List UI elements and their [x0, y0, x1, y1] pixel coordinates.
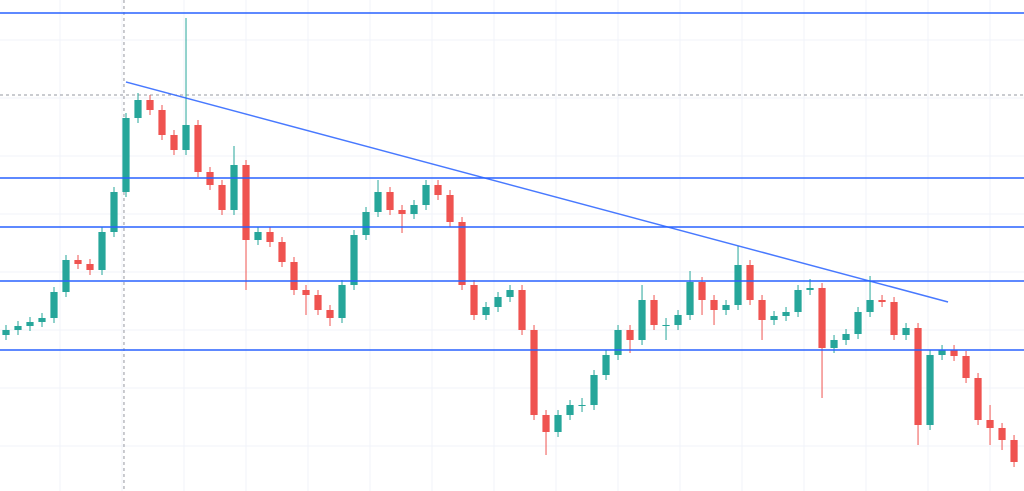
- candle-body: [74, 260, 82, 264]
- candle-body: [854, 312, 862, 334]
- candle-body: [290, 262, 298, 290]
- candle-body: [110, 192, 118, 232]
- candle-body: [218, 185, 226, 210]
- candle-body: [566, 405, 574, 415]
- candle-body: [758, 300, 766, 320]
- candle-body: [62, 260, 70, 292]
- candle-body: [98, 232, 106, 270]
- candle-body: [806, 288, 814, 290]
- candle-body: [614, 330, 622, 355]
- candle-body: [686, 282, 694, 315]
- candle-body: [914, 328, 922, 425]
- candle-body: [578, 405, 586, 406]
- candle-body: [734, 265, 742, 305]
- candle-body: [722, 305, 730, 310]
- candle-body: [830, 340, 838, 348]
- candle-body: [2, 330, 10, 335]
- candle-body: [1010, 440, 1018, 462]
- candle-body: [374, 192, 382, 212]
- candle-body: [938, 350, 946, 355]
- candle-body: [278, 242, 286, 262]
- candle-body: [698, 282, 706, 300]
- candle-body: [818, 288, 826, 348]
- candle-body: [386, 192, 394, 210]
- candle-body: [782, 312, 790, 316]
- candle-body: [470, 285, 478, 315]
- candle-body: [182, 125, 190, 150]
- candle-body: [410, 205, 418, 214]
- candle-body: [902, 328, 910, 335]
- candle-body: [518, 290, 526, 330]
- candle-body: [146, 100, 154, 110]
- candle-body: [458, 222, 466, 285]
- candle-body: [38, 318, 46, 322]
- candle-body: [974, 378, 982, 420]
- candle-body: [842, 334, 850, 340]
- candle-body: [602, 355, 610, 375]
- candle-body: [326, 310, 334, 318]
- candle-body: [866, 300, 874, 312]
- candle-body: [398, 210, 406, 214]
- candle-body: [254, 232, 262, 240]
- candle-body: [494, 297, 502, 307]
- candle-body: [230, 165, 238, 210]
- candle-body: [794, 290, 802, 312]
- candle-body: [266, 232, 274, 242]
- candle-body: [506, 290, 514, 297]
- candle-body: [302, 290, 310, 295]
- candle-body: [338, 285, 346, 318]
- candle-body: [446, 195, 454, 222]
- candle-body: [422, 185, 430, 205]
- candle-body: [158, 110, 166, 135]
- candle-body: [350, 235, 358, 285]
- candle-body: [662, 325, 670, 326]
- candle-body: [926, 355, 934, 425]
- candle-body: [998, 428, 1006, 440]
- candle-body: [746, 265, 754, 300]
- candle-body: [482, 307, 490, 315]
- candle-body: [50, 292, 58, 318]
- candle-body: [962, 356, 970, 378]
- candle-body: [134, 100, 142, 118]
- candle-body: [674, 315, 682, 325]
- candle-body: [362, 212, 370, 235]
- candle-body: [590, 375, 598, 405]
- candle-body: [890, 302, 898, 335]
- candle-body: [770, 316, 778, 320]
- candle-body: [530, 330, 538, 415]
- candle-body: [950, 350, 958, 356]
- candle-body: [710, 300, 718, 310]
- candle-body: [14, 326, 22, 330]
- candle-body: [986, 420, 994, 428]
- candle-body: [26, 322, 34, 326]
- candle-body: [434, 185, 442, 195]
- candle-body: [170, 135, 178, 150]
- candle-body: [194, 125, 202, 172]
- candle-body: [314, 295, 322, 310]
- candle-body: [638, 300, 646, 340]
- candle-body: [86, 264, 94, 270]
- candle-body: [122, 118, 130, 192]
- candle-body: [542, 415, 550, 432]
- candle-body: [650, 300, 658, 325]
- trend-line: [125, 81, 949, 303]
- candle-body: [554, 415, 562, 432]
- candle-body: [242, 165, 250, 240]
- candle-body: [878, 300, 886, 302]
- candle-body: [626, 330, 634, 340]
